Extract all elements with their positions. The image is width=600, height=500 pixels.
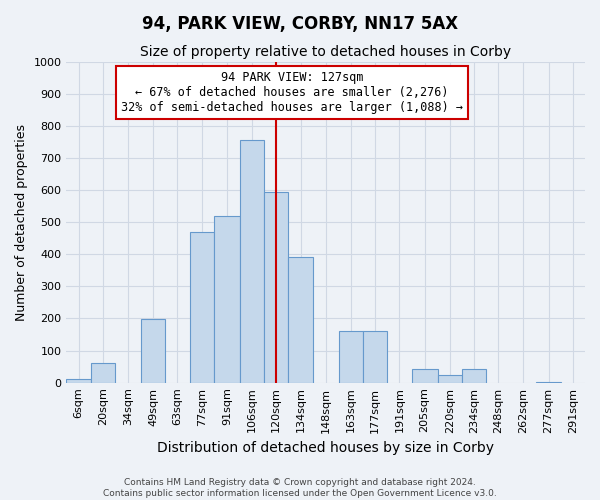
Bar [91, 363, 115, 382]
Bar [462, 369, 486, 382]
Y-axis label: Number of detached properties: Number of detached properties [15, 124, 28, 320]
Bar [67, 378, 91, 382]
Text: 94 PARK VIEW: 127sqm
← 67% of detached houses are smaller (2,276)
32% of semi-de: 94 PARK VIEW: 127sqm ← 67% of detached h… [121, 71, 463, 114]
Bar [412, 369, 437, 382]
Bar [264, 192, 289, 382]
Title: Size of property relative to detached houses in Corby: Size of property relative to detached ho… [140, 45, 511, 59]
Bar [214, 216, 240, 382]
Bar [289, 258, 313, 382]
Bar [141, 320, 165, 382]
Bar [339, 332, 363, 382]
X-axis label: Distribution of detached houses by size in Corby: Distribution of detached houses by size … [157, 441, 494, 455]
Bar [437, 374, 462, 382]
Text: 94, PARK VIEW, CORBY, NN17 5AX: 94, PARK VIEW, CORBY, NN17 5AX [142, 15, 458, 33]
Text: Contains HM Land Registry data © Crown copyright and database right 2024.
Contai: Contains HM Land Registry data © Crown c… [103, 478, 497, 498]
Bar [240, 140, 264, 382]
Bar [363, 332, 387, 382]
Bar [190, 232, 214, 382]
